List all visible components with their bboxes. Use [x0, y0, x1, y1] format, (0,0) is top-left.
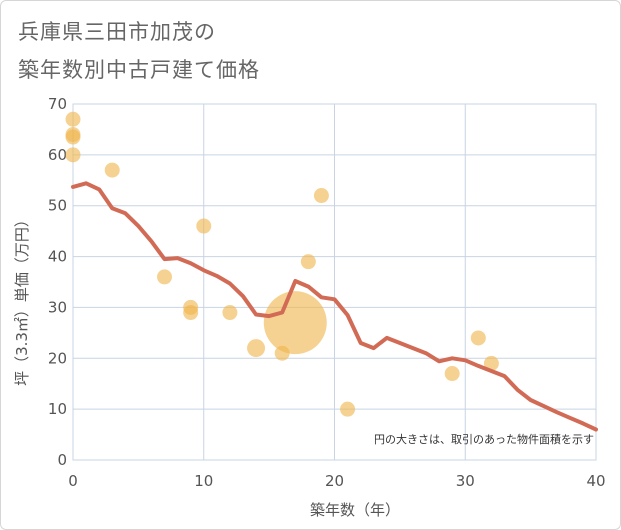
data-point [247, 339, 266, 358]
x-tick-label: 30 [456, 472, 475, 490]
data-point [470, 330, 486, 346]
y-tick-label: 0 [57, 451, 67, 469]
y-tick-label: 30 [48, 298, 67, 316]
y-tick-label: 70 [48, 95, 67, 113]
x-tick-label: 20 [325, 472, 344, 490]
x-axis-ticks: 0 10 20 30 40 [68, 472, 605, 490]
x-tick-label: 10 [194, 472, 213, 490]
y-tick-label: 10 [48, 400, 67, 418]
x-tick-label: 40 [586, 472, 605, 490]
data-point [313, 188, 329, 204]
chart-note: 円の大きさは、取引のあった物件面積を示す [374, 432, 594, 446]
chart-title-line2: 築年数別中古戸建て価格 [18, 58, 260, 82]
data-point [300, 254, 316, 270]
y-tick-label: 40 [48, 248, 67, 266]
data-point [263, 291, 327, 355]
data-point [183, 305, 199, 321]
data-point [65, 111, 81, 127]
data-point [65, 129, 81, 145]
data-point [222, 305, 238, 321]
x-axis-label: 築年数（年） [310, 501, 400, 519]
data-point [196, 218, 212, 234]
y-tick-label: 60 [48, 146, 67, 164]
trend-line-group [71, 181, 598, 432]
data-point [444, 366, 460, 382]
data-point [104, 162, 120, 178]
chart-title-line1: 兵庫県三田市加茂の [18, 20, 216, 44]
grid [72, 103, 597, 461]
y-axis-label: 坪（3.3㎡）単価（万円） [13, 212, 31, 386]
y-tick-label: 20 [48, 349, 67, 367]
data-point [65, 147, 81, 163]
scatter-points [65, 111, 499, 417]
data-point [157, 269, 173, 285]
x-tick-label: 0 [68, 472, 78, 490]
y-axis-ticks: 0 10 20 30 40 50 60 70 [48, 95, 67, 469]
data-point [340, 401, 356, 417]
trend-line [71, 181, 598, 432]
y-tick-label: 50 [48, 197, 67, 215]
data-point [483, 355, 499, 371]
